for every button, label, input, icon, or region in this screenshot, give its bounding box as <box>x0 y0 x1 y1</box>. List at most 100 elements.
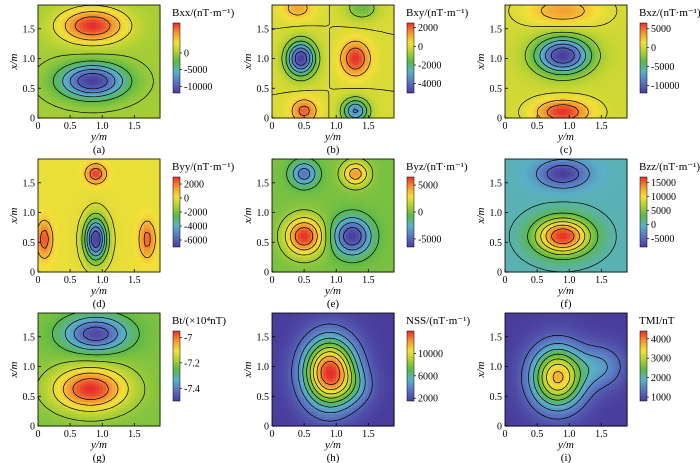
heatmap-cell <box>73 197 78 202</box>
heatmap-cell <box>275 85 280 89</box>
heatmap-cell <box>381 109 385 113</box>
heatmap-cell <box>131 197 135 202</box>
heatmap-cell <box>76 109 81 113</box>
heatmap-cell <box>63 170 68 175</box>
heatmap-cell <box>288 70 292 74</box>
heatmap-cell <box>310 64 315 69</box>
heatmap-cell <box>153 106 158 110</box>
heatmap-cell <box>92 191 97 196</box>
heatmap-cell <box>89 112 94 116</box>
heatmap-cell <box>134 161 139 166</box>
heatmap-cell <box>374 82 379 86</box>
heatmap-cell <box>66 182 71 187</box>
heatmap-cell <box>336 115 341 119</box>
heatmap-cell <box>371 58 376 63</box>
heatmap-cell <box>326 70 331 74</box>
heatmap-cell <box>505 73 509 77</box>
heatmap-cell <box>556 73 561 77</box>
heatmap-cell <box>284 109 289 113</box>
heatmap-cell <box>137 100 142 104</box>
heatmap-cell <box>124 191 129 196</box>
heatmap-cell <box>82 164 87 169</box>
heatmap-cell <box>374 37 379 42</box>
heatmap-cell <box>124 16 129 21</box>
heatmap-cell <box>82 76 87 80</box>
contour-lines <box>508 4 618 119</box>
heatmap-cell <box>63 176 68 181</box>
heatmap-cell <box>358 55 363 60</box>
heatmap-cell <box>598 25 602 30</box>
heatmap-cell <box>601 37 606 42</box>
heatmap-cell <box>368 94 373 98</box>
heatmap-cell <box>623 115 628 119</box>
heatmap-cell <box>278 109 283 113</box>
heatmap-cell <box>291 106 296 110</box>
heatmap-cell <box>304 16 308 21</box>
heatmap-cell <box>76 170 81 175</box>
heatmap-cell <box>384 13 389 18</box>
heatmap-cell <box>355 76 360 80</box>
heatmap-cell <box>313 5 318 9</box>
heatmap-cell <box>275 97 280 101</box>
heatmap-cell <box>368 115 373 119</box>
heatmap-cell <box>131 28 135 33</box>
heatmap-cell <box>326 76 331 80</box>
heatmap-cell <box>89 164 94 169</box>
heatmap-cell <box>543 28 548 33</box>
heatmap-cell <box>150 25 155 30</box>
heatmap-cell <box>336 16 341 21</box>
heatmap-cell <box>86 19 90 24</box>
contour-line <box>271 5 395 118</box>
heatmap-cell <box>352 5 357 9</box>
heatmap-cell <box>47 37 52 42</box>
heatmap-cell <box>620 58 625 63</box>
heatmap-cell <box>99 46 103 51</box>
heatmap-cell <box>111 19 116 24</box>
heatmap-cell <box>92 85 97 89</box>
heatmap-cell <box>374 52 379 57</box>
heatmap-cell <box>540 31 545 36</box>
heatmap-cell <box>137 185 142 190</box>
heatmap-cell <box>300 5 305 9</box>
heatmap-cell <box>134 34 139 39</box>
heatmap-cell <box>377 109 382 113</box>
heatmap-cell <box>358 115 363 119</box>
heatmap-cell <box>578 103 583 107</box>
heatmap-cell <box>156 182 161 187</box>
heatmap-cell <box>530 37 535 42</box>
heatmap-cell <box>524 61 529 66</box>
heatmap-cell <box>511 61 516 66</box>
heatmap-cell <box>537 28 541 33</box>
heatmap-cell <box>320 61 324 66</box>
heatmap-cell <box>150 67 155 72</box>
heatmap-cell <box>95 167 100 172</box>
heatmap-cell <box>585 46 590 51</box>
heatmap-cell <box>307 43 312 48</box>
heatmap-cell <box>82 19 87 24</box>
heatmap-cell <box>41 49 46 54</box>
heatmap-cell <box>291 34 296 39</box>
heatmap-cell <box>559 13 564 18</box>
heatmap-cell <box>607 43 612 48</box>
heatmap-cell <box>333 13 337 18</box>
heatmap-cell <box>102 112 107 116</box>
heatmap-cell <box>323 37 328 42</box>
heatmap-cell <box>588 109 593 113</box>
heatmap-cell <box>601 109 606 113</box>
heatmap-cell <box>620 46 625 51</box>
heatmap-cell <box>54 179 58 184</box>
heatmap-cell <box>99 49 103 54</box>
heatmap-cell <box>99 5 103 9</box>
heatmap-cell <box>313 7 318 12</box>
heatmap-cell <box>66 22 71 27</box>
heatmap-cell <box>588 22 593 27</box>
heatmap-cell <box>572 49 577 54</box>
heatmap-cell <box>371 85 376 89</box>
heatmap-cell <box>291 109 296 113</box>
heatmap-cell <box>272 52 276 57</box>
heatmap-cell <box>57 7 62 12</box>
heatmap-cell <box>591 70 596 74</box>
heatmap-cell <box>47 161 52 166</box>
heatmap-cell <box>278 49 283 54</box>
heatmap-cell <box>329 76 334 80</box>
